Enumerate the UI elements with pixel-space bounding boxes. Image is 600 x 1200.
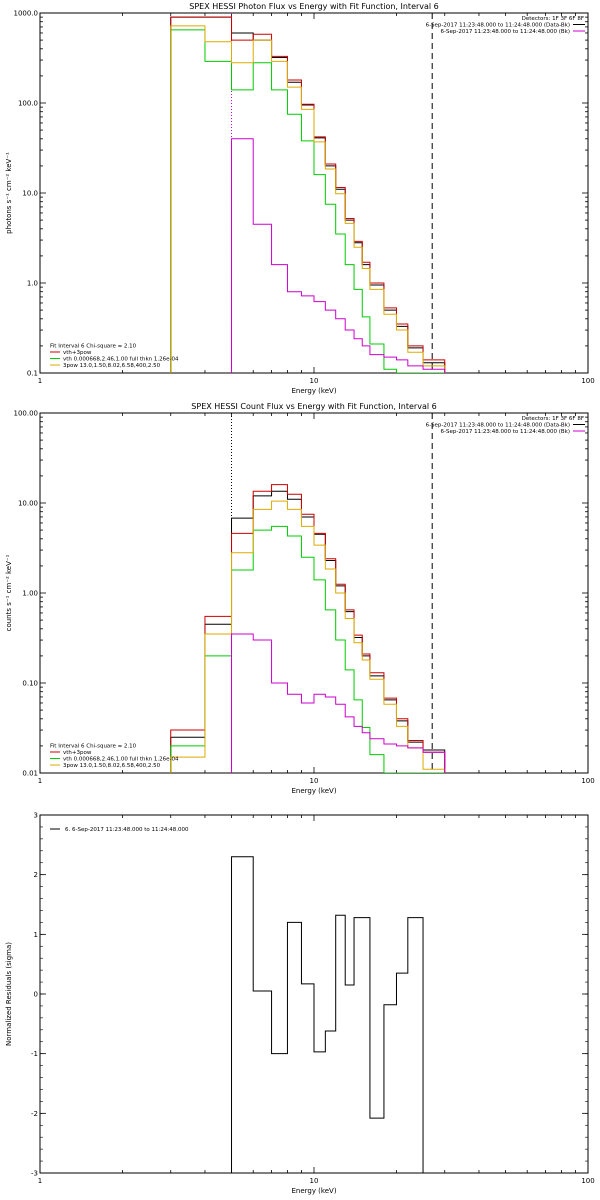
count-legend-entry: vth 0.000668,2.46,1.00 full thkn 1.26e-0… — [63, 757, 179, 763]
count-x-tick-label: 1 — [38, 777, 42, 785]
count-legend-entry: vth+3pow — [63, 750, 92, 756]
count-info-line: 6-Sep-2017 11:23:48.000 to 11:24:48.000 … — [426, 423, 570, 429]
residuals-y-tick-label: 1 — [34, 931, 38, 939]
residuals-y-tick-label: -2 — [31, 1110, 38, 1118]
photon-legend-entry: vth 0.000668,2.46,1.00 full thkn 1.26e-0… — [63, 357, 179, 363]
photon-info-line: Detectors: 1F 3F 6F 8F — [522, 16, 584, 22]
count-series-3-line — [170, 500, 446, 773]
photon-x-tick-label: 1 — [38, 377, 42, 385]
photon-legend-header: Fit Interval 6 Chi-square = 2.10 — [50, 344, 137, 350]
residuals-y-tick-label: -1 — [31, 1050, 38, 1058]
photon-x-tick-label: 10 — [310, 377, 319, 385]
residuals-y-axis-label: Normalized Residuals (sigma) — [5, 942, 13, 1046]
photon-y-axis-label: photons s⁻¹ cm⁻² keV⁻¹ — [5, 152, 13, 234]
count-series-4-line — [231, 633, 446, 773]
residuals-x-tick-label: 1 — [38, 1177, 42, 1185]
photon-series-4-line — [231, 138, 446, 373]
residuals-series-0-line — [231, 856, 424, 1173]
count-x-axis-label: Energy (keV) — [291, 787, 336, 795]
count-series-2-line — [170, 525, 445, 773]
count-legend-header: Fit Interval 6 Chi-square = 2.10 — [50, 744, 137, 750]
photon-y-tick-label: 1000.0 — [14, 10, 39, 18]
residuals-y-tick-label: 0 — [34, 991, 38, 999]
count-y-axis-label: counts s⁻¹ cm⁻² keV⁻¹ — [5, 554, 13, 631]
count-y-tick-label: 1.00 — [22, 590, 38, 598]
count-y-tick-label: 10.00 — [18, 500, 38, 508]
count-data-area — [170, 413, 446, 773]
count-x-tick-label: 10 — [310, 777, 319, 785]
count-info-line: 6-Sep-2017 11:23:48.000 to 11:24:48.000 … — [441, 429, 571, 435]
residuals-data-area — [231, 856, 424, 1173]
photon-series-2-line — [170, 29, 445, 373]
residuals-x-tick-label: 10 — [310, 1177, 319, 1185]
photon-series-3-line — [170, 25, 446, 373]
count-info-line: Detectors: 1F 3F 6F 8F — [522, 416, 584, 422]
photon-y-tick-label: 10.0 — [22, 190, 38, 198]
photon-legend-entry: vth+3pow — [63, 350, 92, 356]
photon-title: SPEX HESSI Photon Flux vs Energy with Fi… — [189, 2, 439, 11]
count-title: SPEX HESSI Count Flux vs Energy with Fit… — [191, 402, 436, 411]
count-y-tick-label: 0.10 — [22, 680, 38, 688]
count-x-tick-label: 100 — [581, 777, 594, 785]
photon-y-tick-label: 100.0 — [18, 100, 38, 108]
photon-x-tick-label: 100 — [581, 377, 594, 385]
photon-info-line: 6-Sep-2017 11:23:48.000 to 11:24:48.000 … — [426, 23, 570, 29]
residuals-legend-entry: 6. 6-Sep-2017 11:23:48.000 to 11:24:48.0… — [65, 827, 189, 833]
residuals-y-tick-label: 2 — [34, 871, 38, 879]
photon-data-area — [170, 13, 446, 373]
count-y-tick-label: 0.01 — [22, 770, 38, 778]
count-y-tick-label: 100.00 — [14, 410, 39, 418]
residuals-y-tick-label: -3 — [31, 1170, 38, 1178]
photon-x-axis-label: Energy (keV) — [291, 387, 336, 395]
photon-legend-entry: 3pow 13.0,1.50,8.02,6.58,400,2.50 — [63, 363, 161, 369]
residuals-chart: 1 10 100 -3 -2 -1 0 1 2 3 Energy (keV) Normalized R… — [5, 812, 595, 1196]
residuals-x-axis-label: Energy (keV) — [291, 1187, 336, 1195]
photon-y-tick-label: 0.1 — [27, 370, 38, 378]
residuals-x-tick-label: 100 — [581, 1177, 594, 1185]
count-legend-entry: 3pow 13.0,1.50,8.02,6.58,400,2.50 — [63, 763, 161, 769]
count-chart: SPEX HESSI Count Flux vs Energy with Fit… — [5, 402, 595, 795]
photon-chart: SPEX HESSI Photon Flux vs Energy with Fi… — [5, 2, 595, 395]
photon-y-tick-label: 1.0 — [27, 280, 38, 288]
photon-info-line: 6-Sep-2017 11:23:48.000 to 11:24:48.000 … — [441, 29, 571, 35]
residuals-y-tick-label: 3 — [34, 812, 38, 820]
